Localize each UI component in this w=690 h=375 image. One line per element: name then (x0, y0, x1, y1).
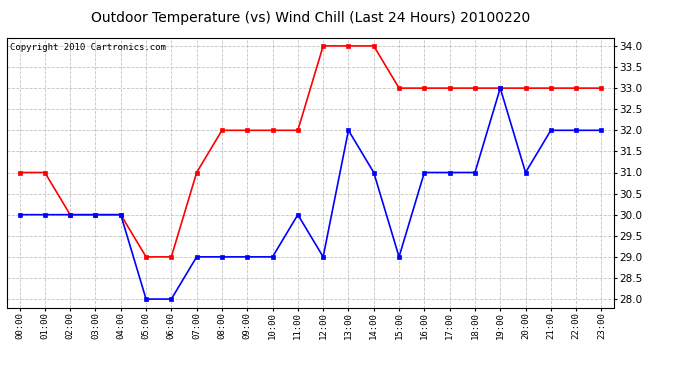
Text: Copyright 2010 Cartronics.com: Copyright 2010 Cartronics.com (10, 43, 166, 52)
Text: Outdoor Temperature (vs) Wind Chill (Last 24 Hours) 20100220: Outdoor Temperature (vs) Wind Chill (Las… (91, 11, 530, 25)
